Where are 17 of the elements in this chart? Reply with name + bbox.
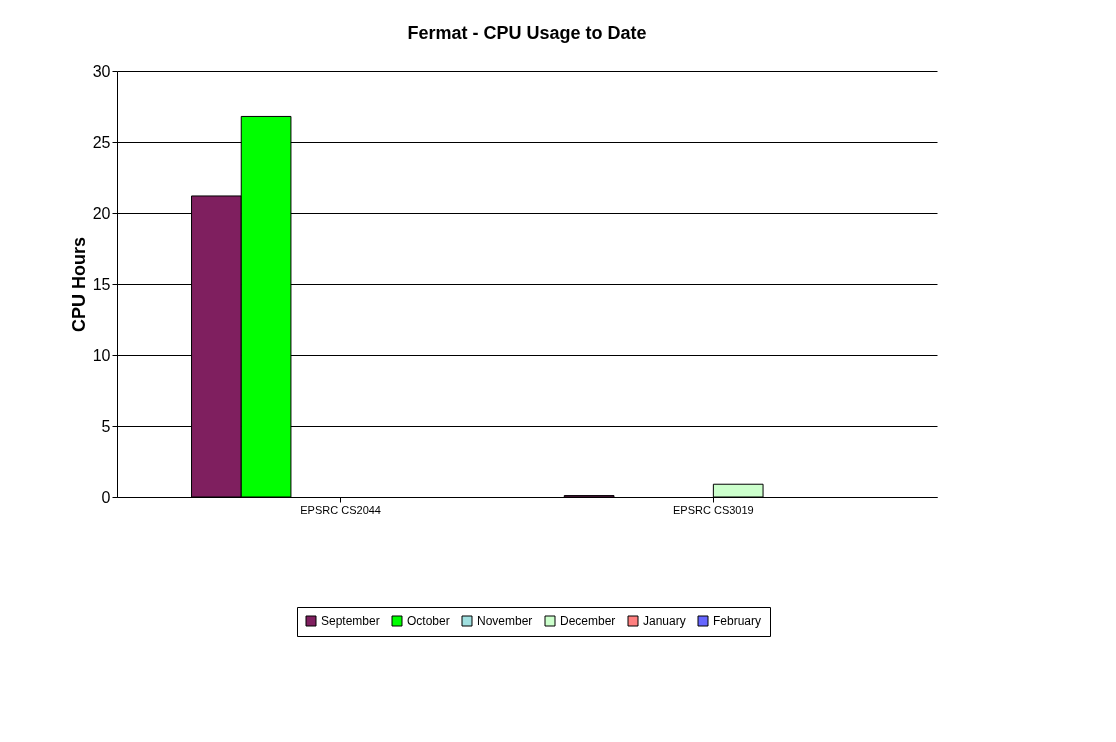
legend-label: January <box>643 614 686 628</box>
x-tick-label: EPSRC CS3019 <box>673 503 754 516</box>
y-tick-label: 25 <box>92 133 111 151</box>
legend-label: October <box>407 614 450 628</box>
y-tick-label: 0 <box>101 488 111 506</box>
chart-title: Fermat - CPU Usage to Date <box>407 23 647 43</box>
y-axis-title: CPU Hours <box>68 236 89 333</box>
y-tick-label: 10 <box>92 346 111 364</box>
y-tick-label: 30 <box>92 62 111 80</box>
legend-label: September <box>321 614 380 628</box>
y-tick-label: 20 <box>92 204 111 222</box>
legend-label: November <box>477 614 533 628</box>
y-tick-label: 5 <box>101 417 111 435</box>
legend-label: February <box>713 614 762 628</box>
x-tick-label: EPSRC CS2044 <box>300 503 381 516</box>
y-tick-label: 15 <box>92 275 111 293</box>
legend-label: December <box>560 614 616 628</box>
